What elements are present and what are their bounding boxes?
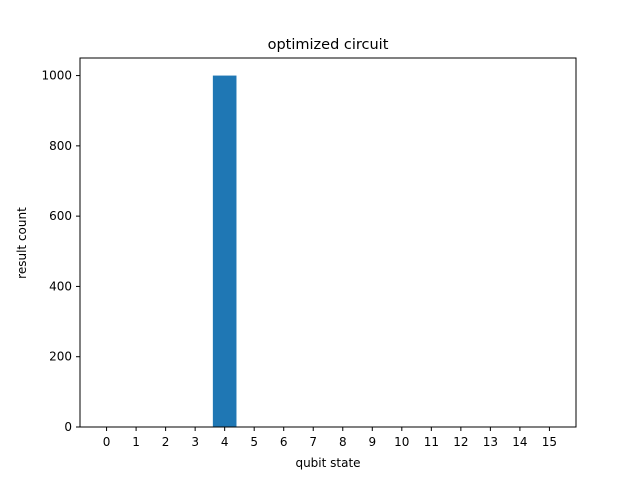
y-axis-ticks: 0 200 400 600 800 1000 <box>41 69 80 434</box>
x-tick-label: 2 <box>162 435 170 449</box>
y-tick-label: 1000 <box>41 69 72 83</box>
x-tick-label: 4 <box>221 435 229 449</box>
x-tick-label: 7 <box>309 435 317 449</box>
x-tick-label: 11 <box>424 435 439 449</box>
y-tick-label: 400 <box>49 279 72 293</box>
x-tick-label: 8 <box>339 435 347 449</box>
y-tick-label: 0 <box>64 420 72 434</box>
x-tick-label: 6 <box>280 435 288 449</box>
y-tick-label: 200 <box>49 350 72 364</box>
x-tick-label: 3 <box>191 435 199 449</box>
bar-4 <box>212 75 237 428</box>
x-axis-label: qubit state <box>295 456 360 470</box>
x-tick-label: 1 <box>132 435 140 449</box>
x-tick-label: 0 <box>103 435 111 449</box>
y-tick-label: 800 <box>49 139 72 153</box>
plot-frame <box>79 57 577 428</box>
x-tick-label: 5 <box>250 435 258 449</box>
x-tick-label: 10 <box>394 435 409 449</box>
chart-title: optimized circuit <box>268 37 389 53</box>
bars-group <box>212 75 237 428</box>
x-axis-ticks: 0 1 2 3 4 5 6 7 8 9 10 11 12 13 14 15 <box>103 427 557 449</box>
x-tick-label: 15 <box>542 435 557 449</box>
x-tick-label: 13 <box>483 435 498 449</box>
y-axis-label: result count <box>15 207 29 279</box>
x-tick-label: 14 <box>512 435 527 449</box>
y-tick-label: 600 <box>49 209 72 223</box>
x-tick-label: 9 <box>368 435 376 449</box>
x-tick-label: 12 <box>453 435 468 449</box>
